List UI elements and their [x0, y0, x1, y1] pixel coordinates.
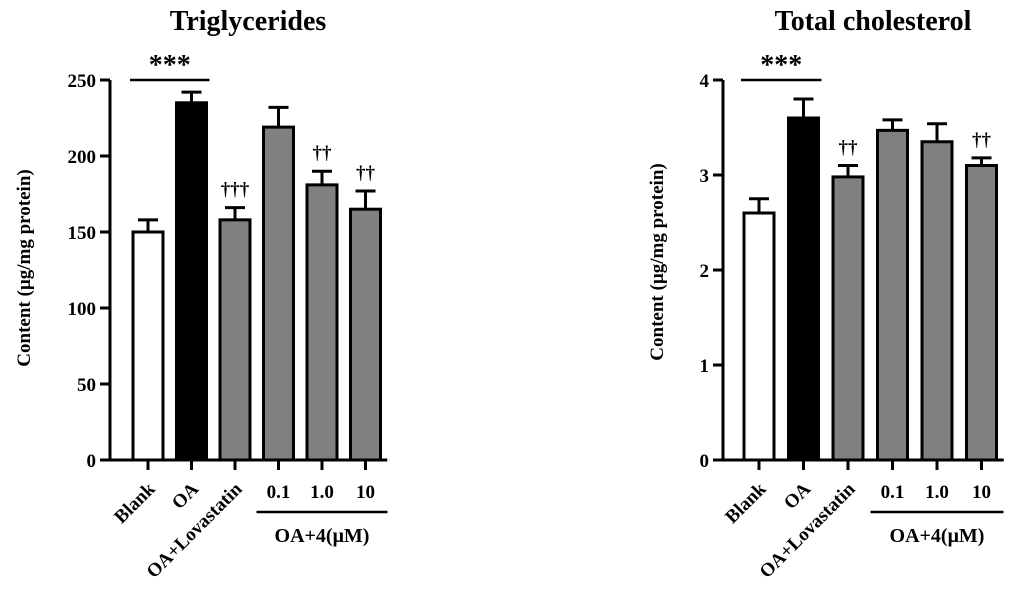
significance-annotation: ††	[356, 163, 376, 184]
y-tick-label: 1	[700, 356, 710, 377]
x-category-label: Blank	[110, 478, 160, 528]
x-category-label: 1.0	[925, 482, 949, 503]
y-tick-label: 150	[68, 223, 97, 244]
bar-oa	[175, 101, 208, 462]
x-category-label: 10	[972, 482, 991, 503]
bar-1-0	[920, 140, 954, 462]
y-axis-label: Content (µg/mg protein)	[14, 169, 35, 366]
x-category-label: 10	[356, 482, 375, 503]
significance-annotation: ††	[972, 130, 992, 151]
bar-blank	[131, 230, 165, 462]
significance-annotation: †††	[221, 180, 250, 201]
y-tick-label: 250	[68, 71, 97, 92]
bar-1-0	[305, 183, 339, 462]
x-category-label: 1.0	[310, 482, 334, 503]
chart-title: Triglycerides	[170, 6, 327, 37]
group-label: OA+4(μM)	[890, 525, 985, 547]
bar-blank	[742, 211, 776, 462]
significance-annotation: ††	[313, 143, 333, 164]
y-tick-label: 0	[700, 451, 710, 472]
bar-oa-lovastatin	[831, 175, 865, 462]
y-tick-label: 4	[700, 71, 710, 92]
bar-10	[965, 164, 998, 462]
significance-annotation: ††	[839, 138, 859, 159]
triglycerides-chart: Triglycerides Content (µg/mg protein) 0 50 1…	[14, 6, 388, 583]
chart-title: Total cholesterol	[775, 6, 972, 37]
y-tick-label: 100	[68, 299, 97, 320]
x-category-label: OA	[780, 478, 815, 513]
y-tick-label: 0	[87, 451, 97, 472]
bar-10	[349, 207, 382, 462]
y-tick-label: 50	[77, 375, 96, 396]
y-tick-label: 3	[700, 166, 710, 187]
group-label: OA+4(μM)	[275, 525, 370, 547]
total-cholesterol-chart: Total cholesterol Content (µg/mg protein)…	[647, 6, 1004, 583]
significance-stars: ***	[149, 50, 191, 81]
x-category-label: 0.1	[267, 482, 291, 503]
x-category-label: OA	[168, 478, 203, 513]
y-tick-label: 2	[700, 261, 710, 282]
y-axis-label: Content (µg/mg protein)	[647, 163, 668, 360]
bar-oa-lovastatin	[218, 218, 252, 462]
bar-oa	[787, 116, 820, 462]
bar-0-1	[876, 128, 909, 462]
x-category-label: 0.1	[881, 482, 905, 503]
significance-stars: ***	[760, 50, 802, 81]
y-tick-label: 200	[68, 147, 97, 168]
x-category-label: Blank	[721, 478, 771, 528]
bar-0-1	[262, 125, 295, 462]
